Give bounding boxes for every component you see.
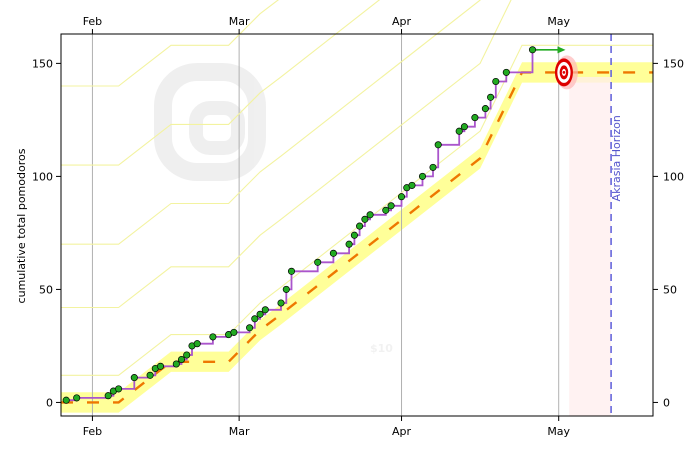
datapoint	[73, 394, 81, 402]
x-tick-label-bottom: Mar	[229, 425, 250, 438]
guide-line-5	[61, 0, 280, 87]
road-layer	[61, 62, 653, 416]
datapoint	[256, 310, 264, 318]
datapoint	[408, 181, 416, 189]
datapoint	[193, 340, 201, 348]
guide-line-3	[61, 0, 481, 245]
datapoint	[387, 202, 395, 210]
grid-layer	[91, 34, 560, 416]
datapoint	[528, 46, 537, 54]
x-tick-label-top: Feb	[83, 15, 102, 28]
akrasia-horizon-label: Akrasia Horizon	[610, 115, 623, 201]
datapoint	[251, 315, 259, 323]
datapoint	[287, 267, 296, 275]
datapoint	[115, 385, 123, 393]
y-tick-label-right: 100	[663, 170, 684, 183]
datapoint	[209, 333, 217, 341]
datapoint	[350, 231, 358, 239]
datapoint	[460, 123, 468, 131]
datapoint	[156, 362, 165, 370]
datapoint	[502, 68, 510, 76]
y-tick-label-right: 50	[663, 283, 677, 296]
datapoint	[183, 351, 191, 359]
datapoint	[366, 211, 374, 219]
y-tick-label-right: 0	[663, 396, 670, 409]
datapoint	[481, 105, 489, 113]
future-zone	[569, 76, 612, 416]
guide-line-2	[61, 0, 512, 309]
datapoint	[492, 77, 500, 86]
datapoint	[314, 258, 322, 266]
datapoint	[471, 114, 479, 122]
road-centerline	[61, 71, 653, 404]
datapoint	[397, 193, 406, 201]
x-tick-label-bottom: Feb	[83, 425, 102, 438]
datapoint	[429, 163, 437, 171]
y-tick-label-left: 0	[46, 396, 53, 409]
guide-line-1	[61, 44, 653, 376]
goal-target-center	[562, 71, 566, 74]
y-axis-label: cumulative total pomodoros	[15, 148, 28, 303]
x-tick-label-top: Mar	[229, 15, 250, 28]
guide-line-4	[61, 0, 381, 166]
road-centerline-layer	[61, 71, 653, 404]
datapoint	[361, 215, 369, 223]
datapoint	[455, 127, 463, 135]
goal-layer	[554, 34, 612, 416]
datapoint	[246, 324, 254, 332]
plot-frame	[60, 33, 654, 417]
datapoint	[130, 374, 138, 382]
guide-lines-layer	[61, 0, 653, 376]
datapoint	[345, 240, 353, 248]
x-tick-label-top: Apr	[392, 15, 412, 28]
y-tick-label-left: 50	[39, 283, 53, 296]
pledge-watermark: $10	[370, 342, 393, 355]
graph-logo-watermark	[154, 63, 266, 181]
datapoint	[434, 141, 442, 149]
datapoints-layer	[62, 46, 537, 404]
datapoint	[418, 172, 427, 180]
datapoint	[172, 360, 180, 368]
datapoint	[62, 396, 70, 404]
datapoint	[230, 328, 238, 336]
x-tick-label-bottom: May	[547, 425, 570, 438]
datapoint	[487, 93, 495, 101]
datapoint	[177, 355, 186, 364]
datapoint	[146, 371, 154, 379]
datapoint	[282, 285, 290, 293]
y-tick-label-left: 100	[32, 170, 53, 183]
x-tick-label-top: May	[547, 15, 570, 28]
datapoint	[329, 249, 337, 257]
datapoint	[382, 206, 390, 214]
watermark-layer: $10	[154, 63, 393, 355]
datapoint	[277, 299, 285, 307]
extrapolation-arrowhead	[557, 46, 566, 54]
datapoint	[104, 392, 112, 400]
axes-layer: 0 0 50 50 100 100 150 150 Feb Feb Mar Mar Apr Apr May M…	[32, 15, 684, 438]
datapoint	[261, 306, 269, 314]
y-tick-label-left: 150	[32, 57, 53, 70]
datapoint	[356, 222, 364, 230]
y-tick-label-right: 150	[663, 57, 684, 70]
x-tick-label-bottom: Apr	[392, 425, 412, 438]
